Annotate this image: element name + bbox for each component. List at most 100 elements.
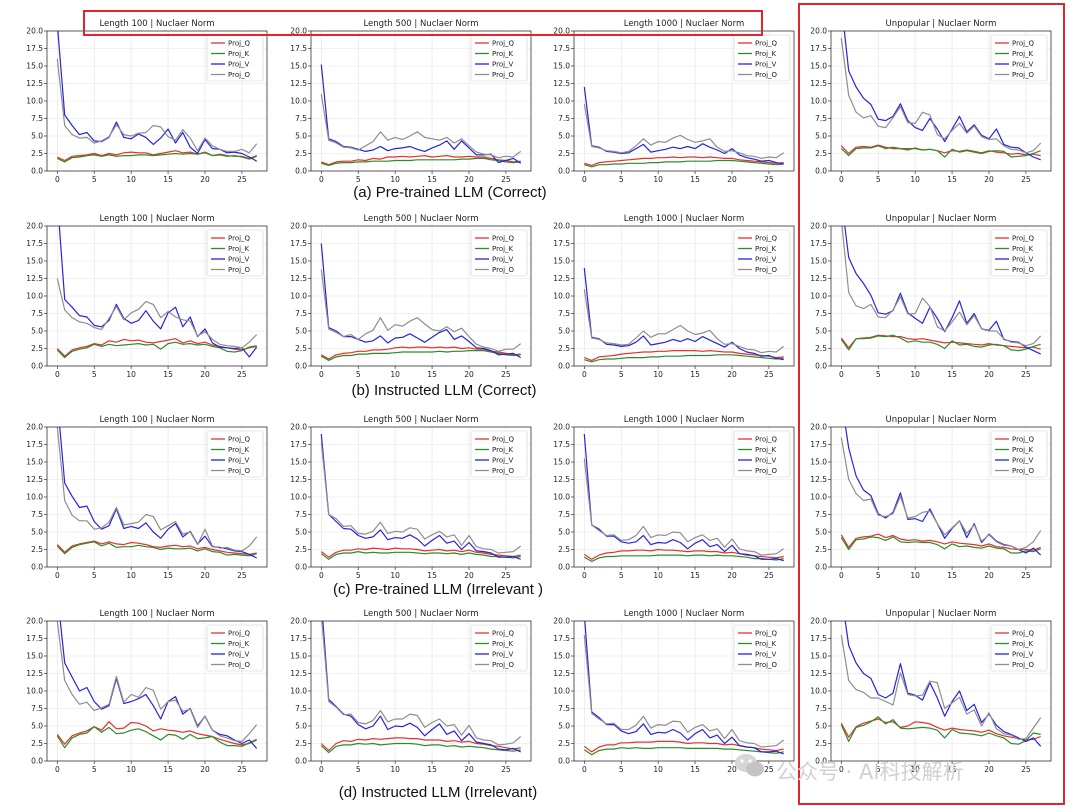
ytick-label: 10.0 (810, 493, 827, 502)
ytick-label: 17.5 (810, 239, 827, 248)
legend: Proj_Q Proj_K Proj_V Proj_O (733, 430, 791, 478)
chart-panel: 0.0 2.5 5.0 7.5 10.0 12.5 15.0 17.5 20.0 0 5 10 15 20… (290, 19, 532, 184)
subplot-title: Length 500 | Nuclaer Norm (363, 609, 478, 619)
ytick-label: 17.5 (26, 634, 43, 643)
caption-c: (c) Pre-trained LLM (Irrelevant ) (333, 581, 543, 598)
legend-label: Proj_Q (492, 235, 515, 243)
xtick-label: 25 (237, 370, 247, 379)
ytick-label: 2.5 (31, 149, 43, 158)
xtick-label: 10 (126, 765, 136, 774)
legend-label: Proj_O (1012, 661, 1035, 669)
ytick-label: 20.0 (26, 27, 43, 36)
xtick-label: 0 (839, 765, 844, 774)
legend-label: Proj_V (492, 651, 514, 659)
xtick-label: 25 (764, 765, 774, 774)
legend-box (470, 624, 528, 672)
ytick-label: 2.5 (558, 545, 570, 554)
ytick-label: 7.5 (815, 114, 827, 123)
ytick-label: 15.0 (553, 458, 570, 467)
chart-panel: 0.0 2.5 5.0 7.5 10.0 12.5 15.0 17.5 20.0 0 5 10 15 20… (553, 609, 795, 774)
legend-label: Proj_O (228, 266, 251, 274)
series-lines (583, 621, 785, 756)
chart-panel: 0.0 2.5 5.0 7.5 10.0 12.5 15.0 17.5 20.0 0 5 10 15 20… (26, 19, 268, 184)
series-line-proj-q (840, 533, 1041, 551)
legend-label: Proj_V (755, 256, 777, 264)
ytick-label: 0.0 (31, 167, 43, 176)
ytick-label: 15.0 (290, 257, 307, 266)
legend: Proj_Q Proj_K Proj_V Proj_O (206, 430, 264, 478)
legend-label: Proj_O (492, 661, 515, 669)
ytick-label: 15.0 (26, 458, 43, 467)
xtick-label: 5 (619, 571, 624, 580)
ytick-label: 0.0 (31, 563, 43, 572)
ytick-label: 20.0 (553, 617, 570, 626)
ytick-label: 0.0 (815, 563, 827, 572)
ytick-label: 20.0 (26, 617, 43, 626)
legend: Proj_Q Proj_K Proj_V Proj_O (206, 229, 264, 277)
xtick-label: 10 (653, 571, 663, 580)
legend-label: Proj_V (1012, 651, 1034, 659)
ytick-label: 17.5 (290, 239, 307, 248)
xtick-label: 25 (1021, 175, 1031, 184)
ytick-label: 17.5 (26, 239, 43, 248)
legend-label: Proj_O (755, 266, 778, 274)
xtick-label: 5 (619, 370, 624, 379)
ytick-label: 5.0 (558, 528, 570, 537)
ytick-label: 12.5 (26, 79, 43, 88)
xtick-label: 5 (92, 571, 97, 580)
legend-box (470, 229, 528, 277)
xtick-label: 0 (839, 370, 844, 379)
subplot-title: Length 500 | Nuclaer Norm (363, 214, 478, 224)
series-line-proj-k (320, 550, 521, 560)
legend: Proj_Q Proj_K Proj_V Proj_O (206, 624, 264, 672)
ytick-label: 2.5 (815, 739, 827, 748)
xtick-label: 25 (501, 765, 511, 774)
ytick-label: 17.5 (553, 44, 570, 53)
series-line-proj-o (840, 437, 1042, 551)
xtick-label: 5 (876, 765, 881, 774)
ytick-label: 15.0 (810, 62, 827, 71)
series-line-proj-v (583, 267, 784, 361)
ytick-label: 17.5 (553, 634, 570, 643)
wechat-logo-icon (735, 754, 764, 777)
ytick-label: 17.5 (290, 634, 307, 643)
ytick-label: 2.5 (295, 344, 307, 353)
series-line-proj-v (584, 621, 784, 755)
ytick-label: 0.0 (558, 757, 570, 766)
ytick-label: 0.0 (815, 362, 827, 371)
ytick-label: 5.0 (295, 528, 307, 537)
legend: Proj_Q Proj_K Proj_V Proj_O (733, 624, 791, 672)
series-line-proj-o (841, 226, 1042, 347)
xtick-label: 20 (200, 175, 210, 184)
legend-box (733, 624, 791, 672)
legend-label: Proj_K (492, 640, 514, 648)
ytick-label: 5.0 (31, 528, 43, 537)
ytick-label: 7.5 (558, 309, 570, 318)
ytick-label: 10.0 (26, 97, 43, 106)
ytick-label: 0.0 (558, 563, 570, 572)
xtick-label: 25 (237, 765, 247, 774)
xtick-label: 25 (501, 175, 511, 184)
ytick-label: 7.5 (295, 704, 307, 713)
legend-label: Proj_V (228, 61, 250, 69)
series-lines (320, 621, 522, 754)
chart-panel: 0.0 2.5 5.0 7.5 10.0 12.5 15.0 17.5 20.0 0 5 10 15 20… (810, 214, 1052, 379)
ytick-label: 0.0 (558, 167, 570, 176)
ytick-label: 15.0 (290, 62, 307, 71)
ytick-label: 7.5 (558, 114, 570, 123)
subplot-title: Length 1000 | Nuclaer Norm (624, 415, 745, 425)
legend-label: Proj_Q (755, 235, 778, 243)
subplot-title: Length 1000 | Nuclaer Norm (624, 214, 745, 224)
xtick-label: 5 (876, 571, 881, 580)
watermark: 公众号 · AI科技解析 (735, 754, 964, 784)
xtick-label: 20 (727, 571, 737, 580)
series-line-proj-o (320, 93, 522, 159)
legend: Proj_Q Proj_K Proj_V Proj_O (990, 34, 1048, 82)
legend: Proj_Q Proj_K Proj_V Proj_O (733, 34, 791, 82)
ytick-label: 10.0 (290, 97, 307, 106)
legend: Proj_Q Proj_K Proj_V Proj_O (470, 430, 528, 478)
series-lines (56, 226, 258, 359)
series-line-proj-v (320, 433, 521, 560)
xtick-label: 5 (356, 571, 361, 580)
